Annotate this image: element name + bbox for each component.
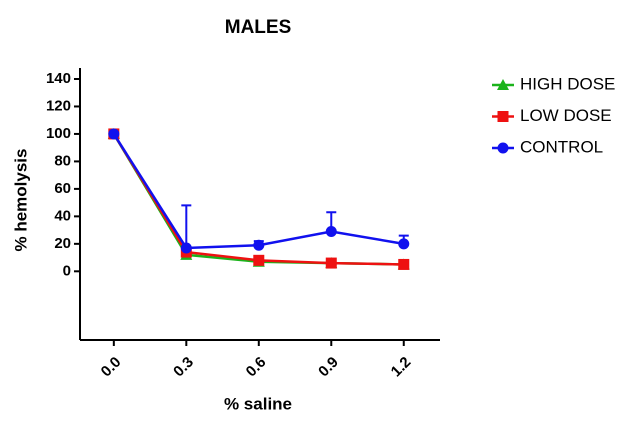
error-bar [181,204,192,248]
series-line [112,133,404,250]
y-tick-label: 140 [46,70,71,87]
chart-title: MALES [225,17,292,38]
data-point [180,242,192,254]
x-tick-label: 0.9 [315,354,342,381]
x-axis-title: % saline [224,394,292,413]
x-tick-label: 1.2 [388,354,415,381]
data-point [108,128,120,140]
x-tick-label: 0.6 [243,354,270,381]
x-tick-label: 0.3 [170,354,197,381]
y-axis-title: % hemolysis [11,149,30,252]
legend-label: CONTROL [520,137,603,156]
y-tick-label: 100 [46,125,71,142]
legend-marker [497,111,509,122]
y-tick-label: 40 [54,207,71,224]
legend-label: HIGH DOSE [520,74,615,93]
y-tick-label: 120 [46,97,71,114]
y-tick-label: 20 [54,235,71,252]
data-point [398,258,410,270]
data-point [253,254,265,266]
legend-marker [497,142,509,154]
data-point [325,225,337,237]
data-point [325,257,337,269]
data-point [398,238,410,250]
y-tick-label: 80 [54,152,71,169]
y-tick-label: 0 [63,262,71,279]
legend-marker [497,79,509,90]
y-tick-label: 60 [54,180,71,197]
x-tick-label: 0.0 [98,354,125,381]
data-point [253,239,265,251]
legend-label: LOW DOSE [520,106,612,125]
